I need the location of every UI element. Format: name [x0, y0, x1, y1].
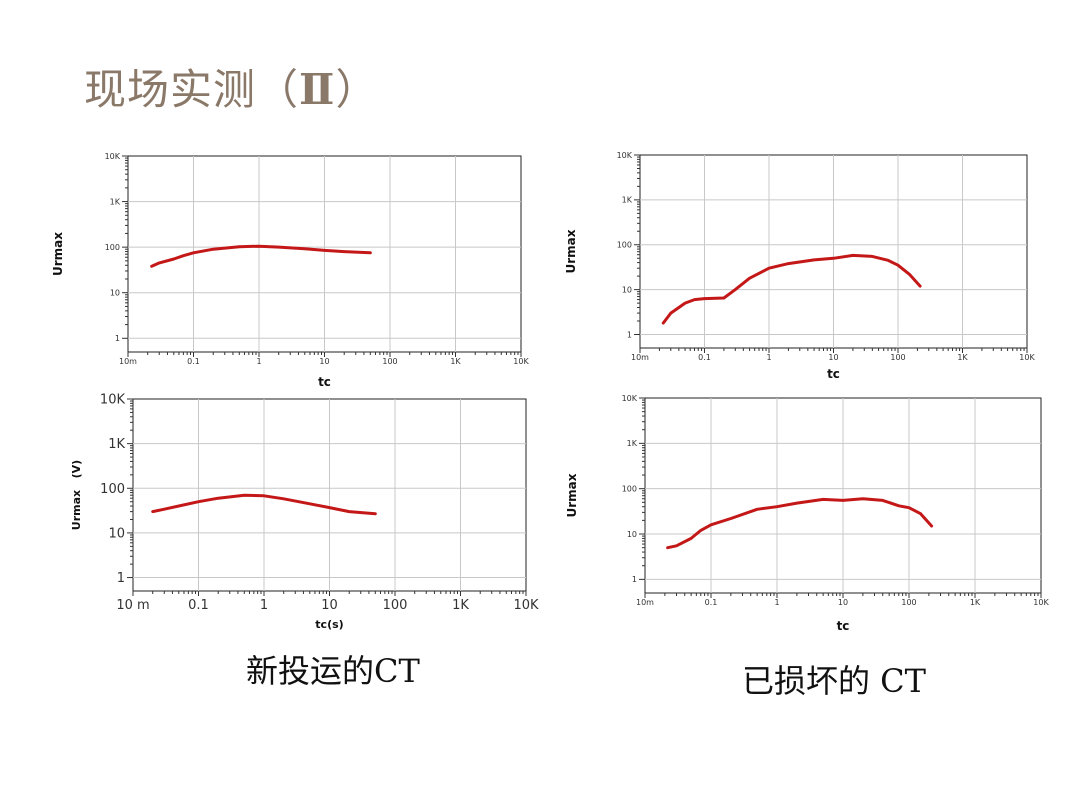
x-tick-label: 10K: [513, 357, 529, 366]
x-tick-label: 10m: [119, 357, 137, 366]
y-axis-label: Urmax (V): [70, 460, 83, 530]
y-tick-label: 10K: [617, 151, 633, 160]
x-axis-label: tc(s): [315, 618, 343, 631]
x-tick-label: 1K: [450, 357, 461, 366]
series-line: [661, 253, 922, 325]
x-tick-label: 0.1: [698, 353, 711, 362]
y-axis-label: Urmax: [51, 232, 65, 276]
x-axis-label: tc: [837, 619, 850, 633]
title-open-paren: （: [256, 65, 300, 114]
page-title: 现场实测（Ⅱ）: [84, 56, 378, 117]
x-tick-label: 0.1: [705, 598, 718, 607]
x-tick-label: 10K: [1033, 598, 1049, 607]
x-tick-label: 100: [382, 357, 397, 366]
x-tick-label: 10K: [1019, 353, 1035, 362]
y-axis-label: Urmax: [564, 229, 578, 273]
y-axis-label: Urmax: [565, 473, 579, 517]
caption-new-ct: 新投运的CT: [246, 652, 420, 690]
x-tick-label: 10 m: [116, 598, 149, 613]
y-tick-label: 100: [105, 243, 120, 252]
series-line: [151, 493, 377, 516]
y-tick-label: 1: [627, 330, 632, 339]
y-tick-label: 1K: [627, 439, 638, 448]
y-tick-label: 1: [115, 334, 120, 343]
y-tick-label: 10K: [622, 394, 638, 403]
x-tick-label: 100: [890, 353, 905, 362]
x-axis-label: tc: [318, 375, 331, 389]
x-tick-label: 10: [838, 598, 848, 607]
series-line: [150, 244, 372, 268]
x-tick-label: 100: [901, 598, 916, 607]
x-tick-label: 1K: [970, 598, 981, 607]
y-tick-label: 10K: [100, 393, 126, 408]
x-tick-label: 1K: [957, 353, 968, 362]
x-tick-label: 0.1: [187, 357, 200, 366]
y-tick-label: 1K: [110, 197, 121, 206]
y-tick-label: 10: [110, 289, 120, 298]
y-tick-label: 1K: [622, 196, 633, 205]
y-tick-label: 100: [617, 241, 632, 250]
y-tick-label: 10: [108, 526, 125, 541]
y-tick-label: 10: [622, 285, 632, 294]
x-tick-label: 10: [319, 357, 329, 366]
x-tick-label: 1: [774, 598, 779, 607]
x-tick-label: 1K: [452, 598, 469, 613]
x-tick-label: 1: [766, 353, 771, 362]
y-tick-label: 10: [627, 530, 637, 539]
x-axis-label: tc: [827, 367, 840, 381]
x-tick-label: 10m: [636, 598, 654, 607]
y-tick-label: 100: [622, 484, 637, 493]
y-tick-label: 1: [117, 571, 125, 586]
y-tick-label: 10K: [105, 152, 121, 161]
x-tick-label: 1: [256, 357, 261, 366]
y-tick-label: 1: [632, 575, 637, 584]
x-tick-label: 1: [260, 598, 268, 613]
series-line: [666, 497, 934, 550]
y-tick-label: 1K: [108, 437, 125, 452]
x-tick-label: 10m: [631, 353, 649, 362]
x-tick-label: 0.1: [188, 598, 209, 613]
x-tick-label: 10: [321, 598, 338, 613]
title-roman-numeral: Ⅱ: [299, 65, 336, 114]
x-tick-label: 100: [383, 598, 408, 613]
title-main: 现场实测: [84, 65, 257, 114]
title-close-paren: ）: [335, 65, 379, 114]
caption-damaged-ct: 已损坏的 CT: [742, 662, 927, 700]
x-tick-label: 10: [828, 353, 838, 362]
y-tick-label: 100: [100, 482, 125, 497]
x-tick-label: 10K: [513, 598, 539, 613]
